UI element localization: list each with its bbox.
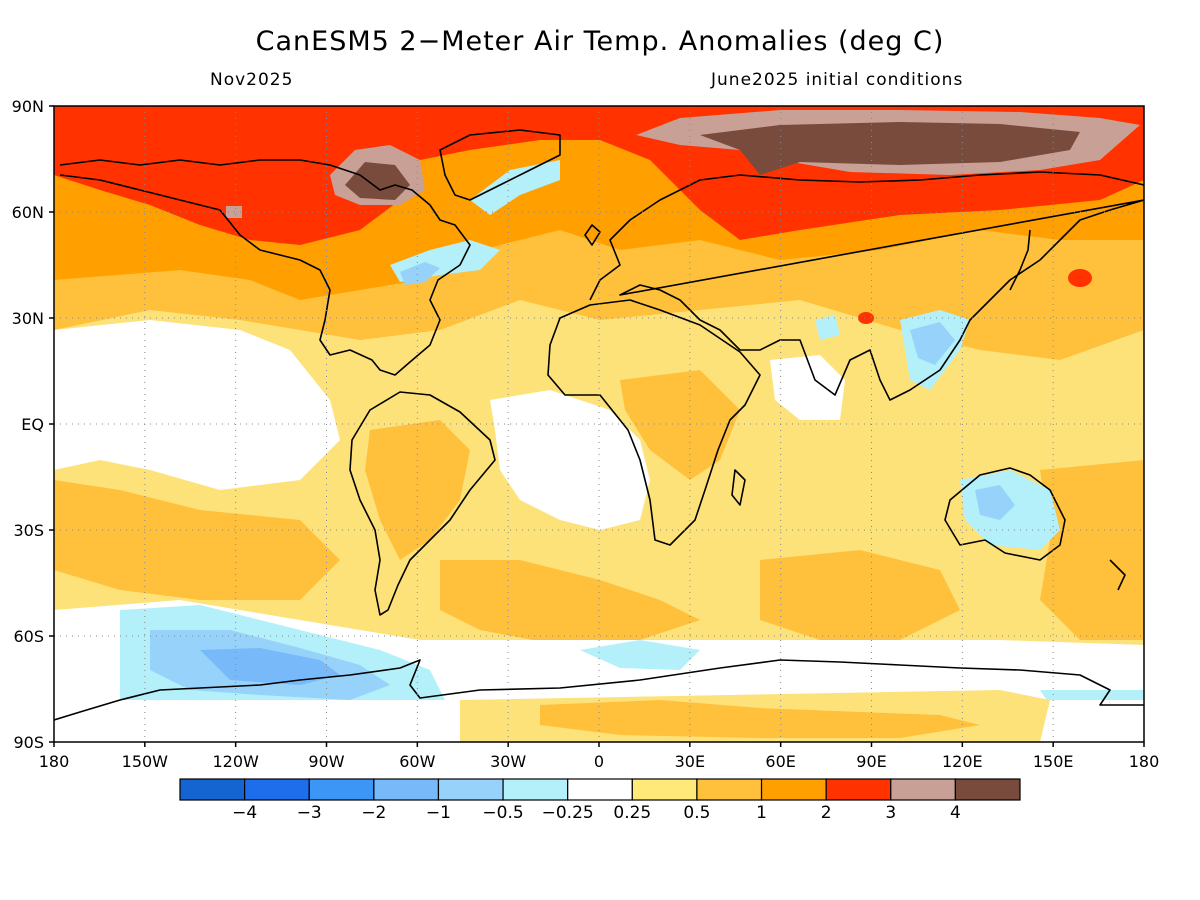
coastline-north-america [59,159,471,376]
lon-tick-label: 60W [399,752,435,771]
anomaly-field-india-cyan [815,315,840,340]
colorbar-label: 3 [885,803,896,823]
colorbar: −4 −3 −2 −1 −0.5 −0.25 0.25 0.5 1 2 3 4 [179,778,1021,823]
colorbar-swatch [567,778,633,801]
anomaly-field-south-atlantic-orange [440,560,700,645]
map-body [54,106,1144,742]
coastline-south-america [349,391,496,616]
anomaly-field-south-pacific-orange [54,480,340,600]
anomaly-field-east-antarctic-cyan [580,640,700,670]
anomaly-field-tasman-orange [1040,460,1144,640]
lon-tick-label: 0 [594,752,604,771]
colorbar-label: −3 [297,803,322,823]
colorbar-label: 2 [821,803,832,823]
colorbar-swatch [760,778,827,801]
gridlines [54,106,1144,742]
anomaly-field-indian-ocean-orange [760,550,960,640]
coastlines [54,129,1144,721]
lat-tick-label: 30N [12,309,44,328]
colorbar-label: 4 [950,803,961,823]
anomaly-field-tibet-red [858,312,874,324]
anomaly-field-antarctica-orange [540,700,980,738]
latitude-axis: 90N 60N 30N EQ 30S 60S 90S [12,97,54,752]
colorbar-label: −4 [232,803,257,823]
lon-tick-label: 150E [1033,752,1074,771]
lat-tick-label: 30S [13,521,44,540]
anomaly-field-tropical-pacific-white [54,320,340,490]
longitude-axis: 180 150W 120W 90W 60W 30W 0 30E 60E 90E 120E 150E 18… [39,742,1160,771]
anomaly-field-arabian-sea-white [770,355,845,420]
colorbar-swatch [179,778,246,801]
anomaly-field-australia-blue [975,485,1015,520]
anomaly-field-southern-ocean-blue [200,648,340,685]
anomaly-field-china-blue [910,322,955,365]
anomaly-field-canada-brown [345,162,410,200]
colorbar-swatch [890,778,956,801]
coastline-greenland [439,129,561,201]
coastline-new-zealand [1109,559,1126,591]
coastline-uk [584,224,601,246]
lon-tick-label: 30E [675,752,705,771]
lat-tick-label: 60N [12,203,44,222]
colorbar-label: −2 [361,803,386,823]
lon-tick-label: 120E [942,752,983,771]
chart-title: CanESM5 2−Meter Air Temp. Anomalies (deg… [255,26,945,57]
anomaly-field-tropical-atlantic-white [490,390,650,530]
colorbar-label: −1 [426,803,451,823]
anomaly-field-labrador-cyan [470,160,560,215]
anomaly-field-gulfstream-blue [400,262,440,285]
anomaly-field-east-asia-red [1068,269,1092,287]
lon-tick-label: 180 [1129,752,1160,771]
colorbar-swatch [308,778,375,801]
colorbar-swatch [696,778,763,801]
colorbar-swatch [373,778,440,801]
lon-tick-label: 30W [490,752,526,771]
colorbar-swatch [437,778,504,801]
lat-tick-label: 90S [13,733,44,752]
colorbar-label: 1 [756,803,767,823]
anomaly-field-siberia-brown [700,122,1080,175]
lon-tick-label: 90E [856,752,886,771]
colorbar-label: 0.5 [683,803,710,823]
colorbar-swatch [244,778,310,801]
colorbar-swatch [825,778,892,801]
lat-tick-label: EQ [21,415,44,434]
coastline-australia [944,467,1066,561]
coastline-japan [1009,229,1031,291]
lon-tick-label: 60E [765,752,795,771]
coastline-antarctica [54,659,1144,721]
lon-tick-label: 120W [212,752,259,771]
colorbar-label: 0.25 [613,803,651,823]
colorbar-swatch [631,778,698,801]
anomaly-field-africa-orange [620,370,740,480]
valid-month-label: Nov2025 [210,70,294,90]
initial-conditions-label: June2025 initial conditions [711,70,964,90]
lat-tick-label: 90N [12,97,44,116]
colorbar-label: −0.25 [542,803,594,823]
coastline-madagascar [731,469,746,506]
colorbar-swatch [954,778,1021,801]
colorbar-label: −0.5 [482,803,523,823]
lon-tick-label: 90W [308,752,344,771]
lon-tick-label: 180 [39,752,70,771]
lat-tick-label: 60S [13,627,44,646]
colorbar-swatch [502,778,569,801]
lon-tick-label: 150W [122,752,169,771]
coastline-africa [547,299,761,546]
